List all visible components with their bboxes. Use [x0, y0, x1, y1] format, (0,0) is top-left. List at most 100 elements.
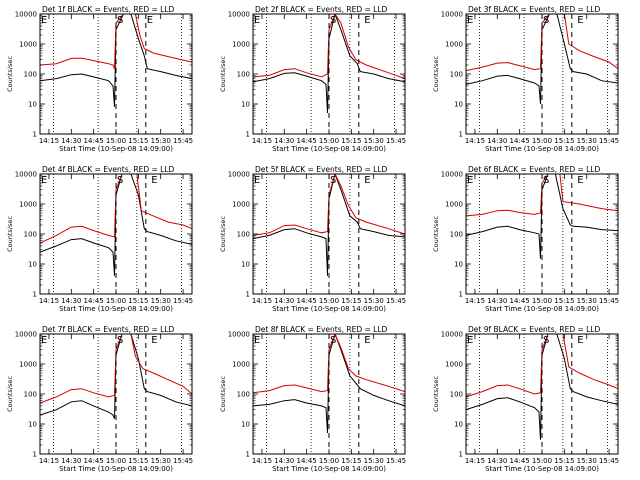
x-tick-label: 14:45	[84, 457, 104, 465]
x-tick-label: 14:15	[39, 297, 59, 305]
x-tick-label: 14:30	[61, 297, 81, 305]
x-tick-label: 14:45	[510, 137, 530, 145]
event-marker-label: E	[147, 15, 153, 26]
y-axis-label: Counts/sec	[219, 376, 227, 412]
x-tick-label: 15:00	[319, 297, 339, 305]
x-tick-label: 15:30	[364, 457, 384, 465]
x-axis-label: Start Time (10-Sep-08 14:09:00)	[485, 145, 599, 153]
x-axis-label: Start Time (10-Sep-08 14:09:00)	[485, 465, 599, 473]
x-tick-label: 14:30	[487, 457, 507, 465]
x-tick-label: 14:30	[61, 137, 81, 145]
event-marker-label: E	[41, 175, 47, 186]
x-tick-label: 15:30	[151, 457, 171, 465]
event-marker-label: S	[330, 15, 336, 26]
x-tick-label: 15:00	[319, 457, 339, 465]
x-tick-label: 15:00	[532, 137, 552, 145]
y-tick-label: 1	[459, 131, 463, 139]
event-marker-label: S	[330, 335, 336, 346]
event-marker-label: S	[543, 15, 549, 26]
x-tick-label: 15:30	[577, 137, 597, 145]
y-tick-label: 1	[33, 131, 37, 139]
panel-title: Det 2f BLACK = Events, RED = LLD	[255, 5, 388, 14]
lld-series-line	[40, 334, 192, 404]
event-marker-label: S	[117, 175, 123, 186]
y-tick-label: 1000	[19, 41, 37, 49]
event-marker-label: E	[467, 15, 473, 26]
x-tick-label: 15:00	[106, 457, 126, 465]
x-axis-label: Start Time (10-Sep-08 14:09:00)	[59, 305, 173, 313]
x-tick-label: 15:30	[151, 297, 171, 305]
y-tick-label: 10	[241, 421, 250, 429]
x-tick-label: 15:45	[599, 297, 619, 305]
y-tick-label: 1000	[232, 361, 250, 369]
x-tick-label: 15:15	[341, 137, 361, 145]
x-tick-label: 14:45	[84, 137, 104, 145]
y-tick-label: 1000	[19, 201, 37, 209]
y-tick-label: 1	[459, 291, 463, 299]
y-axis-label: Counts/sec	[432, 56, 440, 92]
event-marker-label: E	[577, 15, 583, 26]
y-axis-label: Counts/sec	[219, 216, 227, 252]
y-axis-label: Counts/sec	[6, 216, 14, 252]
y-tick-label: 10	[454, 421, 463, 429]
lld-series-line	[253, 334, 405, 394]
series-group	[466, 334, 618, 440]
x-tick-label: 15:00	[106, 137, 126, 145]
x-tick-label: 14:45	[84, 297, 104, 305]
x-axis-label: Start Time (10-Sep-08 14:09:00)	[272, 305, 386, 313]
y-tick-label: 1000	[445, 201, 463, 209]
y-tick-label: 10000	[15, 171, 37, 179]
x-tick-label: 14:30	[274, 457, 294, 465]
x-axis-label: Start Time (10-Sep-08 14:09:00)	[485, 305, 599, 313]
x-tick-label: 14:15	[252, 137, 272, 145]
x-tick-label: 14:15	[465, 137, 485, 145]
event-marker-label: E	[41, 335, 47, 346]
y-tick-label: 10000	[228, 331, 250, 339]
y-tick-label: 10000	[228, 11, 250, 19]
event-marker-label: S	[543, 335, 549, 346]
lld-series-line	[466, 334, 618, 398]
x-tick-label: 14:15	[465, 457, 485, 465]
x-tick-label: 14:15	[39, 137, 59, 145]
y-tick-label: 1	[246, 451, 250, 459]
lld-series-line	[40, 174, 192, 244]
y-tick-label: 1	[246, 131, 250, 139]
event-marker-label: E	[254, 335, 260, 346]
panel-title: Det 1f BLACK = Events, RED = LLD	[42, 5, 175, 14]
x-tick-label: 15:15	[128, 137, 148, 145]
x-tick-label: 15:15	[341, 297, 361, 305]
x-tick-label: 14:15	[465, 297, 485, 305]
x-tick-label: 15:45	[386, 297, 406, 305]
y-tick-label: 1	[33, 451, 37, 459]
x-tick-label: 14:30	[61, 457, 81, 465]
x-tick-label: 15:15	[128, 297, 148, 305]
y-tick-label: 1000	[445, 41, 463, 49]
x-tick-label: 14:45	[297, 297, 317, 305]
series-group	[466, 14, 618, 105]
x-tick-label: 15:00	[532, 297, 552, 305]
events-series-line	[253, 174, 405, 276]
event-marker-label: E	[577, 175, 583, 186]
x-tick-label: 15:30	[577, 457, 597, 465]
x-axis-label: Start Time (10-Sep-08 14:09:00)	[59, 465, 173, 473]
y-tick-label: 1	[246, 291, 250, 299]
y-tick-label: 10000	[441, 171, 463, 179]
event-marker-label: S	[117, 335, 123, 346]
x-tick-label: 15:45	[386, 457, 406, 465]
x-tick-label: 15:45	[599, 457, 619, 465]
y-tick-label: 100	[24, 71, 37, 79]
y-tick-label: 100	[237, 231, 250, 239]
x-axis-label: Start Time (10-Sep-08 14:09:00)	[59, 145, 173, 153]
x-tick-label: 15:30	[364, 137, 384, 145]
x-tick-label: 14:45	[510, 457, 530, 465]
y-tick-label: 10	[28, 101, 37, 109]
x-tick-label: 14:45	[297, 137, 317, 145]
y-tick-label: 10	[454, 101, 463, 109]
x-tick-label: 15:00	[106, 297, 126, 305]
x-tick-label: 14:30	[487, 137, 507, 145]
y-tick-label: 100	[237, 391, 250, 399]
